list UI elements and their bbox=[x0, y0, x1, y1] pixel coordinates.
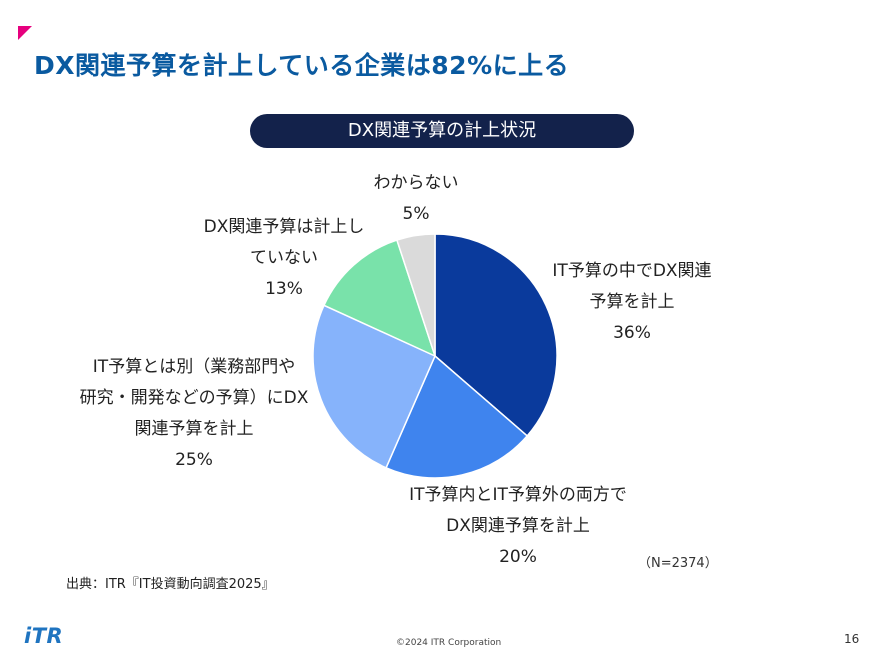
label-line: IT予算の中でDX関連 bbox=[552, 261, 712, 281]
pie-slice-4 bbox=[395, 233, 436, 357]
label-line: ていない bbox=[250, 248, 318, 268]
sample-size-note: （N=2374） bbox=[638, 556, 718, 571]
label-unknown: わからない 5% bbox=[356, 168, 476, 230]
corner-accent-mark bbox=[18, 26, 32, 40]
label-percent: 20% bbox=[499, 547, 537, 567]
label-percent: 25% bbox=[175, 450, 213, 470]
label-percent: 13% bbox=[265, 279, 303, 299]
label-line: わからない bbox=[373, 173, 459, 193]
pie-slice-3 bbox=[323, 239, 437, 358]
label-line: DX関連予算を計上 bbox=[446, 516, 590, 536]
page-number: 16 bbox=[844, 632, 860, 646]
label-percent: 5% bbox=[402, 204, 430, 224]
label-separate-budget: IT予算とは別（業務部門や 研究・開発などの予算）にDX 関連予算を計上 25% bbox=[56, 352, 332, 476]
label-not-budgeted: DX関連予算は計上し ていない 13% bbox=[180, 212, 388, 305]
label-percent: 36% bbox=[613, 323, 651, 343]
pie-slice-0 bbox=[434, 233, 558, 437]
label-it-budget-inner: IT予算の中でDX関連 予算を計上 36% bbox=[532, 256, 732, 349]
copyright: ©2024 ITR Corporation bbox=[396, 638, 502, 648]
label-line: IT予算内とIT予算外の両方で bbox=[409, 485, 627, 505]
label-line: 関連予算を計上 bbox=[134, 419, 254, 439]
label-line: 研究・開発などの予算）にDX bbox=[79, 388, 309, 408]
label-line: 予算を計上 bbox=[589, 292, 675, 312]
pie-slice-2 bbox=[312, 304, 436, 469]
itr-logo: iTR bbox=[24, 624, 64, 648]
label-line: DX関連予算は計上し bbox=[203, 217, 365, 237]
label-both-budgets: IT予算内とIT予算外の両方で DX関連予算を計上 20% bbox=[388, 480, 648, 573]
source-citation: 出典：ITR『IT投資動向調査2025』 bbox=[66, 577, 275, 592]
page-title: DX関連予算を計上している企業は82%に上る bbox=[34, 51, 570, 80]
label-line: IT予算とは別（業務部門や bbox=[92, 357, 296, 377]
pie-slice-1 bbox=[385, 354, 529, 479]
chart-heading: DX関連予算の計上状況 bbox=[250, 114, 634, 148]
